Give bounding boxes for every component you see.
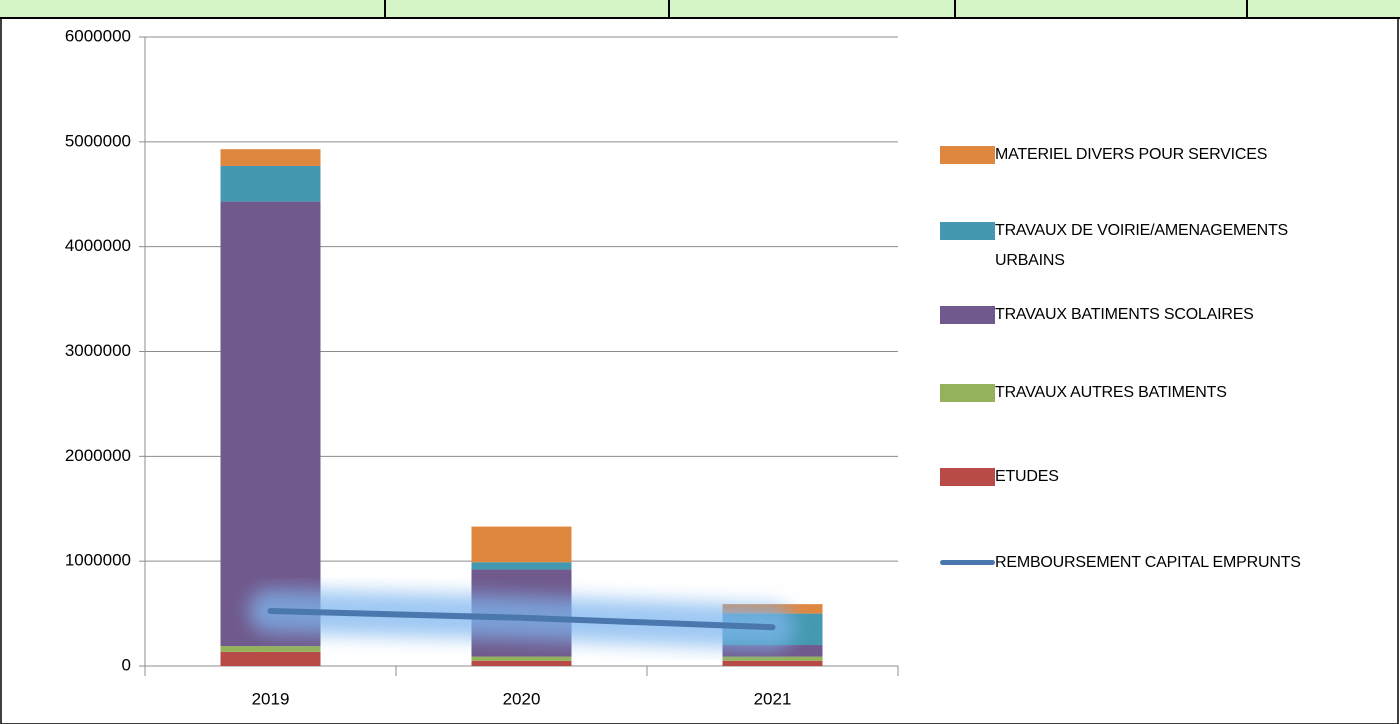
legend-swatch — [940, 384, 995, 402]
y-tick-label: 6000000 — [65, 26, 131, 45]
legend-label: TRAVAUX BATIMENTS SCOLAIRES — [995, 306, 1254, 323]
bar-segment — [471, 562, 572, 570]
legend-swatch — [940, 560, 995, 565]
legend-key — [940, 548, 995, 570]
bar-segment — [220, 646, 321, 652]
legend-swatch — [940, 146, 995, 164]
bar-segment — [471, 526, 572, 563]
legend-swatch — [940, 468, 995, 486]
y-tick-label: 3000000 — [65, 341, 131, 360]
bar-segment — [220, 165, 321, 202]
legend-label: TRAVAUX AUTRES BATIMENTS — [995, 384, 1227, 401]
legend-swatch — [940, 222, 995, 240]
legend-label: MATERIEL DIVERS POUR SERVICES — [995, 146, 1268, 163]
table-strip — [0, 0, 1400, 18]
x-tick-label: 2021 — [754, 689, 792, 708]
legend-key — [940, 378, 995, 402]
bar-segment — [722, 656, 823, 661]
legend-item: TRAVAUX AUTRES BATIMENTS — [940, 378, 1325, 408]
legend-label: REMBOURSEMENT CAPITAL EMPRUNTS — [995, 554, 1301, 571]
legend-item: TRAVAUX BATIMENTS SCOLAIRES — [940, 300, 1325, 330]
bar-segment — [471, 656, 572, 661]
legend-item: MATERIEL DIVERS POUR SERVICES — [940, 140, 1325, 170]
frame — [0, 17, 1399, 724]
y-tick-label: 4000000 — [65, 236, 131, 255]
legend-swatch — [940, 306, 995, 324]
x-tick-label: 2020 — [503, 689, 541, 708]
y-tick-label: 5000000 — [65, 131, 131, 150]
legend-item: REMBOURSEMENT CAPITAL EMPRUNTS — [940, 548, 1325, 578]
y-tick-label: 1000000 — [65, 551, 131, 570]
legend-key — [940, 462, 995, 486]
legend-item: ETUDES — [940, 462, 1325, 492]
bar-segment — [220, 651, 321, 666]
legend-label: TRAVAUX DE VOIRIE/AMENAGEMENTS URBAINS — [995, 222, 1289, 269]
legend-key — [940, 216, 995, 240]
bar-segment — [220, 149, 321, 166]
legend-label: ETUDES — [995, 468, 1059, 485]
x-tick-label: 2019 — [252, 689, 290, 708]
line-series — [267, 607, 776, 631]
legend-item: TRAVAUX DE VOIRIE/AMENAGEMENTS URBAINS — [940, 216, 1325, 276]
bar-segment — [722, 660, 823, 666]
legend-key — [940, 140, 995, 164]
y-tick-label: 2000000 — [65, 446, 131, 465]
bar-segment — [220, 201, 321, 647]
bar-segment — [722, 645, 823, 657]
legend-key — [940, 300, 995, 324]
bar-segment — [471, 660, 572, 666]
y-tick-label: 0 — [122, 655, 131, 674]
